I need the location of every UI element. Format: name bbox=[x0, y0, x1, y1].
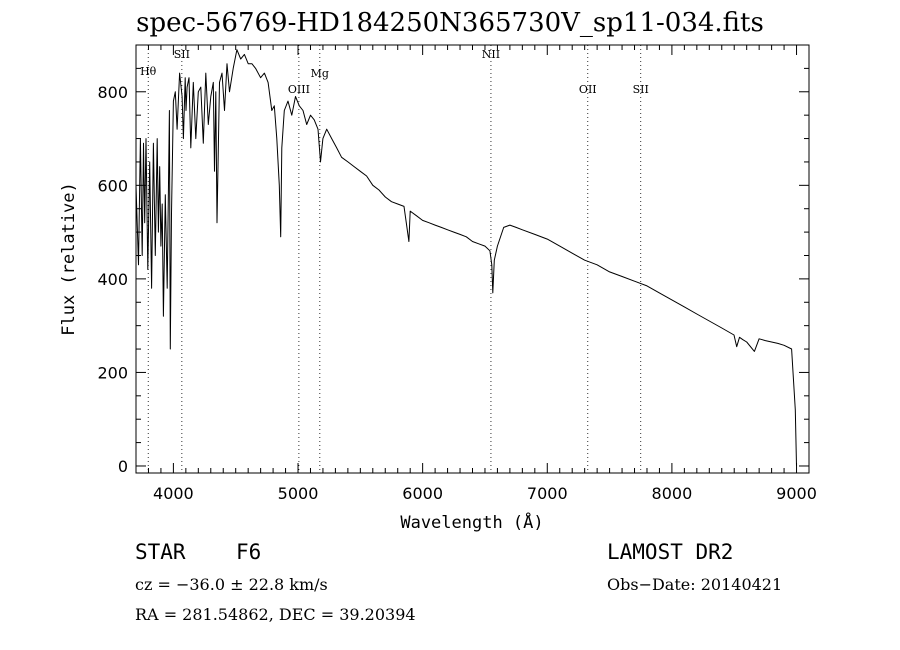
survey-name: LAMOST DR2 bbox=[607, 540, 734, 564]
x-tick-label: 7000 bbox=[527, 484, 568, 503]
y-axis-label: Flux (relative) bbox=[59, 182, 79, 336]
y-tick-label: 600 bbox=[97, 176, 128, 195]
x-tick-label: 4000 bbox=[153, 484, 194, 503]
plot-frame bbox=[135, 44, 810, 474]
x-tick-label: 8000 bbox=[652, 484, 693, 503]
y-tick-label: 800 bbox=[97, 83, 128, 102]
y-tick-label: 0 bbox=[118, 457, 128, 476]
axis-ticks: 4000 5000 6000 7000 8000 9000 0 200 400 600 800 bbox=[97, 44, 817, 503]
x-tick-label: 5000 bbox=[278, 484, 319, 503]
observation-date: Obs−Date: 20140421 bbox=[607, 575, 783, 594]
spectral-line-label: Mg bbox=[311, 67, 329, 80]
spectral-line-label: OII bbox=[579, 83, 597, 96]
object-type: STAR bbox=[135, 540, 186, 564]
chart-title: spec-56769-HD184250N365730V_sp11-034.fit… bbox=[136, 8, 764, 38]
redshift-cz: cz = −36.0 ± 22.8 km/s bbox=[135, 575, 328, 594]
object-subclass: F6 bbox=[236, 540, 262, 564]
x-axis-label: Wavelength (Å) bbox=[400, 511, 543, 533]
spectrum-line bbox=[135, 49, 797, 467]
x-tick-label: 9000 bbox=[776, 484, 817, 503]
ra-dec: RA = 281.54862, DEC = 39.20394 bbox=[135, 605, 416, 624]
spectral-line-label: Hθ bbox=[140, 65, 157, 78]
y-tick-label: 200 bbox=[97, 363, 128, 382]
spectral-line-label: OIII bbox=[288, 83, 310, 96]
spectral-line-label: NII bbox=[482, 48, 500, 61]
y-tick-label: 400 bbox=[97, 270, 128, 289]
spectral-line-label: SII bbox=[174, 48, 190, 61]
x-tick-label: 6000 bbox=[402, 484, 443, 503]
spectral-line-label: SII bbox=[633, 83, 649, 96]
